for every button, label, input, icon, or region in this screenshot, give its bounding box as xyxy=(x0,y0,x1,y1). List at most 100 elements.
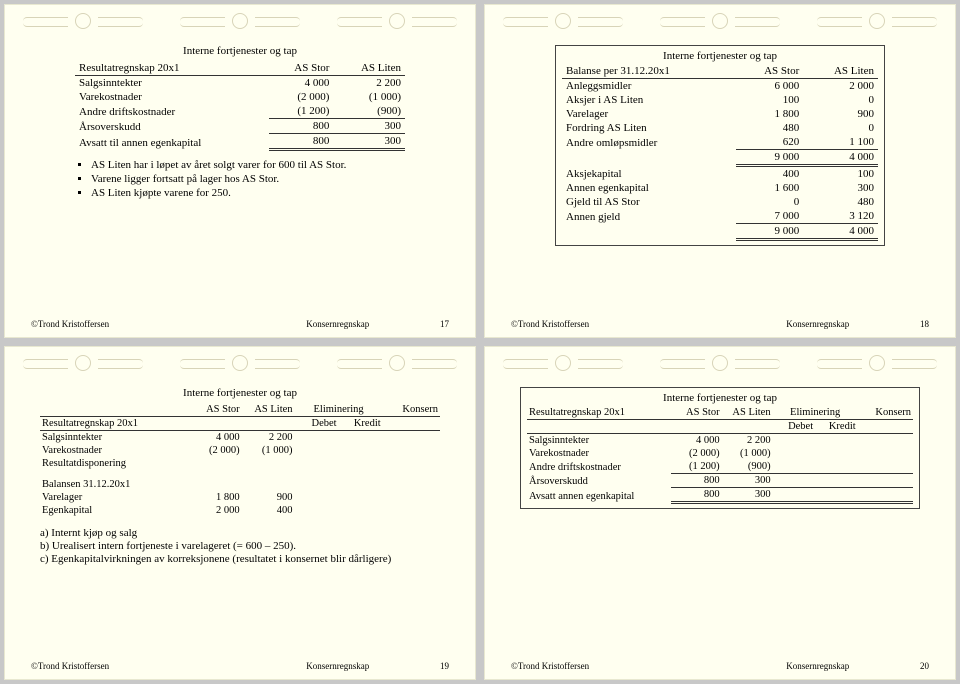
footer-author: ©Trond Kristoffersen xyxy=(511,319,716,329)
ornament-row xyxy=(5,353,475,373)
cell: 800 xyxy=(269,119,333,134)
footer: ©Trond Kristoffersen Konsernregnskap 20 xyxy=(511,661,929,671)
bullet: AS Liten kjøpte varene for 250. xyxy=(91,187,405,199)
cell: 0 xyxy=(803,93,878,107)
table-row: 9 0004 000 xyxy=(562,224,878,240)
cell xyxy=(383,431,440,445)
cell xyxy=(858,488,913,503)
footer-author: ©Trond Kristoffersen xyxy=(511,661,716,671)
footnote: a) Internt kjøp og salg xyxy=(40,527,440,539)
section-title: Interne fortjenester og tap xyxy=(527,392,913,404)
col-label: Resultatregnskap 20x1 xyxy=(527,406,671,420)
cell: 0 xyxy=(736,195,803,209)
col-liten: AS Liten xyxy=(803,64,878,79)
table-row: Varekostnader(2 000)(1 000) xyxy=(75,90,405,104)
cell xyxy=(815,460,858,474)
table-row: Gjeld til AS Stor0480 xyxy=(562,195,878,209)
cell: 2 200 xyxy=(242,431,295,445)
cell: 480 xyxy=(803,195,878,209)
page-number: 17 xyxy=(440,319,449,329)
row-label: Resultatdisponering xyxy=(40,457,189,470)
cell: (2 000) xyxy=(269,90,333,104)
table-row: Fordring AS Liten4800 xyxy=(562,121,878,135)
row-label: Aksjekapital xyxy=(562,166,736,182)
col-liten: AS Liten xyxy=(722,406,773,420)
table-row: Avsatt til annen egenkapital800300 xyxy=(75,134,405,150)
cell: 4 000 xyxy=(269,76,333,91)
page-number: 18 xyxy=(920,319,929,329)
balanse-table: Balanse per 31.12.20x1 AS Stor AS Liten … xyxy=(562,64,878,241)
row-label: Gjeld til AS Stor xyxy=(562,195,736,209)
table-row: Årsoverskudd800300 xyxy=(527,474,913,488)
cell: (1 000) xyxy=(242,444,295,457)
table-row: Årsoverskudd800300 xyxy=(75,119,405,134)
cell: 1 800 xyxy=(189,491,242,504)
cell xyxy=(858,434,913,448)
cell: 400 xyxy=(242,504,295,517)
cell: (1 000) xyxy=(722,447,773,460)
cell xyxy=(815,474,858,488)
cell: 9 000 xyxy=(736,224,803,240)
col-label: Resultatregnskap 20x1 xyxy=(75,61,269,76)
table-row: Annen gjeld7 0003 120 xyxy=(562,209,878,224)
cell xyxy=(773,447,816,460)
cell xyxy=(339,491,383,504)
footnote: c) Egenkapitalvirkningen av korreksjonen… xyxy=(40,553,440,565)
footer-center: Konsernregnskap xyxy=(236,661,441,671)
cell xyxy=(858,474,913,488)
cell xyxy=(773,434,816,448)
cell xyxy=(773,488,816,503)
cell xyxy=(383,491,440,504)
footer-center: Konsernregnskap xyxy=(236,319,441,329)
cell: 620 xyxy=(736,135,803,150)
table-row: Salgsinntekter4 0002 200 xyxy=(75,76,405,91)
cell: 300 xyxy=(803,181,878,195)
cell xyxy=(858,447,913,460)
cell: 9 000 xyxy=(736,150,803,166)
cell: 480 xyxy=(736,121,803,135)
cell xyxy=(295,457,339,470)
cell: 6 000 xyxy=(736,79,803,94)
cell xyxy=(295,431,339,445)
cell xyxy=(339,444,383,457)
slide-20: Interne fortjenester og tap Resultatregn… xyxy=(484,346,956,680)
cell: (900) xyxy=(722,460,773,474)
footer: ©Trond Kristoffersen Konsernregnskap 17 xyxy=(31,319,449,329)
col-elim: Eliminering xyxy=(295,403,383,417)
row-label: Varekostnader xyxy=(75,90,269,104)
row-label: Andre driftskostnader xyxy=(75,104,269,119)
col-stor: AS Stor xyxy=(736,64,803,79)
section-title: Interne fortjenester og tap xyxy=(75,45,405,57)
cell: 400 xyxy=(736,166,803,182)
row-label: Annen gjeld xyxy=(562,209,736,224)
row-label: Salgsinntekter xyxy=(527,434,671,448)
cell xyxy=(189,457,242,470)
table-row: Varekostnader(2 000)(1 000) xyxy=(40,444,440,457)
cell: 900 xyxy=(242,491,295,504)
cell: (1 000) xyxy=(333,90,405,104)
cell: 0 xyxy=(803,121,878,135)
col-kredit: Kredit xyxy=(339,417,383,431)
cell: 800 xyxy=(671,488,722,503)
row-label: Varekostnader xyxy=(40,444,189,457)
cell xyxy=(815,434,858,448)
cell: 2 200 xyxy=(333,76,405,91)
cell xyxy=(815,447,858,460)
row-label: Årsoverskudd xyxy=(527,474,671,488)
cell xyxy=(339,504,383,517)
cell xyxy=(383,457,440,470)
cell xyxy=(773,460,816,474)
col-konsern: Konsern xyxy=(858,406,913,420)
col-konsern: Konsern xyxy=(383,403,440,417)
col-liten: AS Liten xyxy=(242,403,295,417)
col-stor: AS Stor xyxy=(269,61,333,76)
cell: 300 xyxy=(722,488,773,503)
slide-17: Interne fortjenester og tap Resultatregn… xyxy=(4,4,476,338)
cell: (900) xyxy=(333,104,405,119)
row-label: Avsatt til annen egenkapital xyxy=(75,134,269,150)
cell xyxy=(295,444,339,457)
cell: 4 000 xyxy=(803,224,878,240)
resultat-table: Resultatregnskap 20x1 AS Stor AS Liten S… xyxy=(75,61,405,151)
row-label: Varelager xyxy=(562,107,736,121)
table-row: 9 0004 000 xyxy=(562,150,878,166)
